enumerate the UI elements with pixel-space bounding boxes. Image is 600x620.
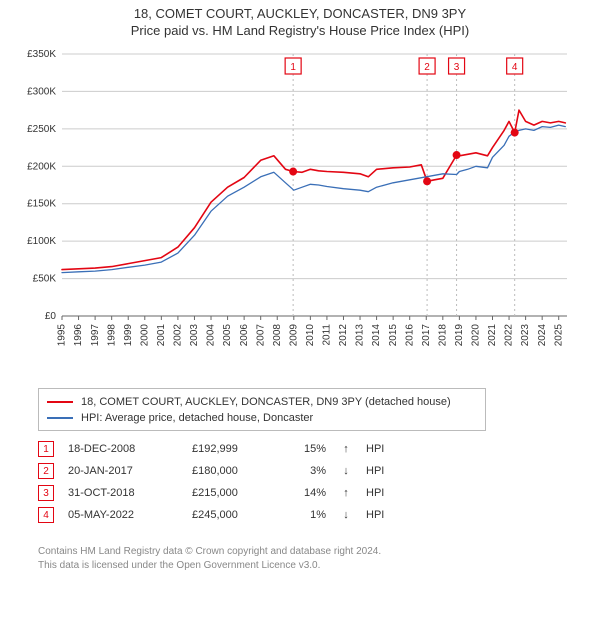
tx-arrow-icon: ↓ [340,509,352,521]
tx-pct: 1% [286,509,326,521]
table-row: 2 20-JAN-2017 £180,000 3% ↓ HPI [38,460,396,482]
title-line-1: 18, COMET COURT, AUCKLEY, DONCASTER, DN9… [0,6,600,21]
tx-hpi-label: HPI [366,465,396,477]
svg-text:2000: 2000 [139,324,150,347]
table-row: 1 18-DEC-2008 £192,999 15% ↑ HPI [38,438,396,460]
svg-text:1995: 1995 [57,324,68,347]
tx-pct: 14% [286,487,326,499]
legend-swatch [47,417,73,419]
tx-hpi-label: HPI [366,443,396,455]
legend-row: HPI: Average price, detached house, Donc… [47,410,477,426]
svg-text:2002: 2002 [173,324,184,347]
title-line-2: Price paid vs. HM Land Registry's House … [0,23,600,38]
legend-label: 18, COMET COURT, AUCKLEY, DONCASTER, DN9… [81,396,451,408]
svg-text:£200K: £200K [27,161,56,172]
svg-text:2003: 2003 [189,324,200,347]
svg-text:3: 3 [454,62,460,73]
svg-text:£100K: £100K [27,236,56,247]
svg-text:2016: 2016 [404,324,415,347]
legend-label: HPI: Average price, detached house, Donc… [81,412,313,424]
svg-text:£0: £0 [45,311,57,322]
svg-text:£350K: £350K [27,49,56,60]
tx-marker: 1 [38,441,54,457]
svg-text:2001: 2001 [156,324,167,347]
svg-text:£300K: £300K [27,86,56,97]
tx-hpi-label: HPI [366,487,396,499]
svg-text:2023: 2023 [520,324,531,347]
tx-marker: 4 [38,507,54,523]
svg-text:1999: 1999 [123,324,134,347]
chart-titles: 18, COMET COURT, AUCKLEY, DONCASTER, DN9… [0,0,600,38]
tx-arrow-icon: ↑ [340,487,352,499]
svg-text:1996: 1996 [73,324,84,347]
svg-text:2018: 2018 [437,324,448,347]
footnote-line-2: This data is licensed under the Open Gov… [38,559,381,573]
svg-text:1998: 1998 [106,324,117,347]
footnote: Contains HM Land Registry data © Crown c… [38,545,381,572]
svg-text:2004: 2004 [206,324,217,347]
svg-text:2020: 2020 [471,324,482,347]
price-chart: £0 £50K £100K £150K £200K £250K £300K £350K 1995… [20,46,580,356]
legend: 18, COMET COURT, AUCKLEY, DONCASTER, DN9… [38,388,486,431]
tx-arrow-icon: ↑ [340,443,352,455]
tx-price: £215,000 [192,487,272,499]
svg-text:2017: 2017 [421,324,432,347]
legend-swatch [47,401,73,403]
svg-text:1997: 1997 [90,324,101,347]
svg-text:2022: 2022 [504,324,515,347]
tx-pct: 3% [286,465,326,477]
svg-text:2005: 2005 [222,324,233,347]
svg-text:1: 1 [290,62,296,73]
svg-text:2012: 2012 [338,324,349,347]
svg-text:2008: 2008 [272,324,283,347]
svg-text:2011: 2011 [322,324,333,346]
tx-hpi-label: HPI [366,509,396,521]
svg-text:2019: 2019 [454,324,465,347]
svg-text:2007: 2007 [255,324,266,347]
tx-price: £180,000 [192,465,272,477]
svg-text:2006: 2006 [239,324,250,347]
tx-marker: 2 [38,463,54,479]
svg-text:2021: 2021 [487,324,498,347]
table-row: 4 05-MAY-2022 £245,000 1% ↓ HPI [38,504,396,526]
tx-price: £192,999 [192,443,272,455]
svg-text:2014: 2014 [371,324,382,347]
tx-date: 05-MAY-2022 [68,509,178,521]
svg-text:2013: 2013 [355,324,366,347]
table-row: 3 31-OCT-2018 £215,000 14% ↑ HPI [38,482,396,504]
svg-text:2: 2 [424,62,430,73]
legend-row: 18, COMET COURT, AUCKLEY, DONCASTER, DN9… [47,394,477,410]
tx-arrow-icon: ↓ [340,465,352,477]
svg-text:4: 4 [512,62,518,73]
footnote-line-1: Contains HM Land Registry data © Crown c… [38,545,381,559]
svg-text:2015: 2015 [388,324,399,347]
svg-text:£150K: £150K [27,199,56,210]
svg-text:£50K: £50K [33,274,57,285]
tx-marker: 3 [38,485,54,501]
svg-text:2010: 2010 [305,324,316,347]
svg-text:2024: 2024 [537,324,548,347]
tx-date: 20-JAN-2017 [68,465,178,477]
svg-text:2025: 2025 [553,324,564,347]
svg-text:2009: 2009 [288,324,299,347]
tx-pct: 15% [286,443,326,455]
tx-price: £245,000 [192,509,272,521]
transaction-table: 1 18-DEC-2008 £192,999 15% ↑ HPI 2 20-JAN-2017 £… [38,438,396,526]
tx-date: 31-OCT-2018 [68,487,178,499]
svg-text:£250K: £250K [27,124,56,135]
tx-date: 18-DEC-2008 [68,443,178,455]
